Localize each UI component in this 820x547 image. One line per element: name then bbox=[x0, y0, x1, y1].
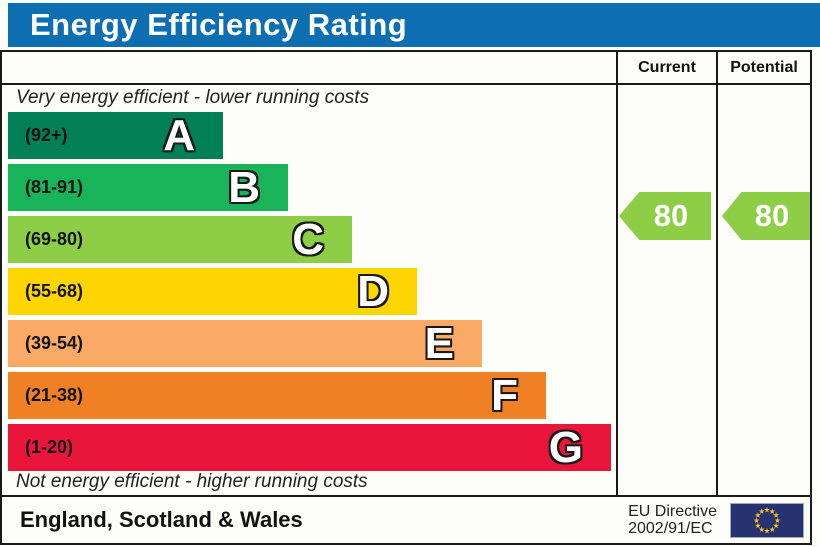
potential-column: Potential 80 bbox=[716, 52, 810, 495]
band-a-letter: A bbox=[163, 110, 195, 160]
eu-directive-line1: EU Directive bbox=[628, 503, 717, 520]
band-f: (21-38) F bbox=[8, 372, 546, 419]
band-f-range: (21-38) bbox=[25, 385, 84, 405]
footer-right-group: EU Directive 2002/91/EC bbox=[628, 502, 810, 538]
band-b-range: (81-91) bbox=[25, 177, 84, 197]
current-rating-arrow: 80 bbox=[619, 192, 711, 240]
band-g-range: (1-20) bbox=[25, 437, 74, 457]
bottom-note: Not energy efficient - higher running co… bbox=[16, 471, 368, 492]
band-d: (55-68) D bbox=[8, 268, 417, 315]
potential-column-header: Potential bbox=[718, 52, 810, 85]
title-bar: Energy Efficiency Rating bbox=[8, 3, 820, 47]
eu-flag-icon bbox=[730, 502, 804, 538]
eu-directive-label: EU Directive 2002/91/EC bbox=[628, 503, 717, 537]
band-c: (69-80) C bbox=[8, 216, 352, 263]
potential-column-body: 80 bbox=[718, 85, 810, 495]
band-e-letter: E bbox=[424, 318, 454, 368]
band-a-range: (92+) bbox=[25, 125, 68, 145]
band-c-letter: C bbox=[292, 214, 324, 264]
band-g: (1-20) G bbox=[8, 424, 611, 471]
band-e-range: (39-54) bbox=[25, 333, 84, 353]
band-list: (92+) A (81-91) B (69-80) C (55-68) D bbox=[8, 112, 616, 471]
current-column-body: 80 bbox=[618, 85, 716, 495]
potential-rating-arrow: 80 bbox=[722, 192, 810, 240]
band-c-range: (69-80) bbox=[25, 229, 84, 249]
bands-column: Very energy efficient - lower running co… bbox=[2, 52, 616, 495]
current-column: Current 80 bbox=[616, 52, 716, 495]
rating-table: Very energy efficient - lower running co… bbox=[0, 50, 812, 497]
top-note: Very energy efficient - lower running co… bbox=[16, 87, 370, 108]
band-b-letter: B bbox=[228, 162, 260, 212]
band-g-letter: G bbox=[548, 422, 583, 472]
bands-area: Very energy efficient - lower running co… bbox=[2, 85, 616, 495]
region-label: England, Scotland & Wales bbox=[20, 507, 303, 532]
band-d-letter: D bbox=[357, 266, 389, 316]
footer: England, Scotland & Wales EU Directive 2… bbox=[0, 495, 812, 545]
band-b: (81-91) B bbox=[8, 164, 288, 211]
current-column-header: Current bbox=[618, 52, 716, 85]
band-a: (92+) A bbox=[8, 112, 223, 159]
page-title: Energy Efficiency Rating bbox=[30, 7, 408, 42]
bands-column-header-spacer bbox=[2, 52, 616, 85]
eu-directive-line2: 2002/91/EC bbox=[628, 520, 713, 537]
band-f-letter: F bbox=[491, 370, 518, 420]
band-d-range: (55-68) bbox=[25, 281, 84, 301]
band-e: (39-54) E bbox=[8, 320, 482, 367]
